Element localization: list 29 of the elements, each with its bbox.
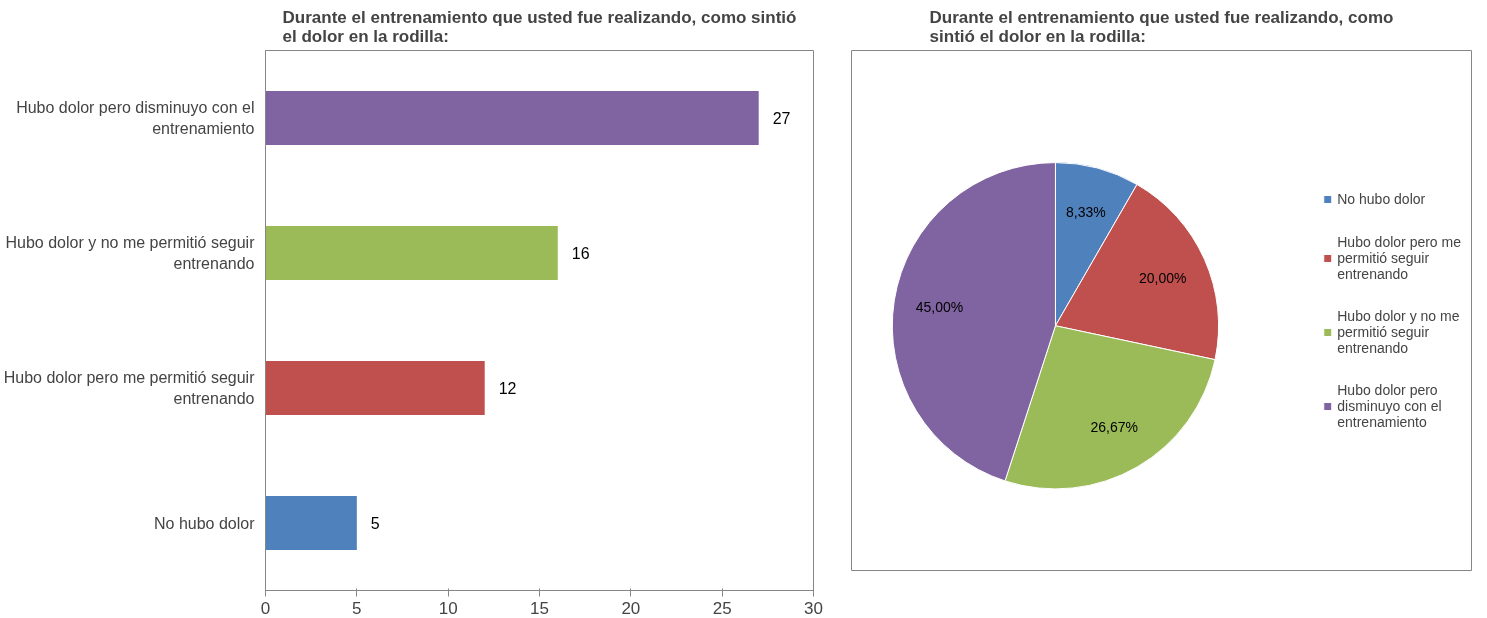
bar — [265, 226, 558, 280]
bar — [265, 496, 357, 550]
x-tick-label: 20 — [621, 598, 641, 618]
x-tick-label: 30 — [804, 598, 823, 618]
y-tick-label: Hubo dolor pero me permitió seguir entrenando — [3, 369, 256, 407]
bar — [265, 361, 485, 415]
data-label: 16 — [571, 245, 590, 262]
x-tick-label: 10 — [438, 598, 458, 618]
x-tick-label: 0 — [260, 598, 271, 618]
chart-title: Durante el entrenamiento que usted fue realizando, como sintió el dolor en la rodilla: — [282, 7, 797, 46]
legend-label: Hubo dolor pero me permitió seguir entrenando — [1337, 234, 1461, 282]
y-tick-label: No hubo dolor — [153, 514, 256, 532]
data-label: 26,67% — [1090, 419, 1138, 436]
data-label: 27 — [772, 110, 791, 127]
data-label: 5 — [370, 515, 380, 532]
data-label: 20,00% — [1139, 269, 1187, 286]
x-tick-label: 5 — [352, 598, 362, 618]
chart-title: Durante el entrenamiento que usted fue realizando, como sintió el dolor en la rodilla: — [929, 7, 1394, 46]
legend-label: Hubo dolor y no me permitió seguir entrenando — [1337, 308, 1460, 356]
legend-label: No hubo dolor — [1337, 190, 1426, 208]
data-label: 8,33% — [1065, 204, 1106, 221]
x-tick-label: 25 — [712, 598, 732, 618]
bar — [265, 91, 759, 145]
data-label: 45,00% — [915, 299, 964, 316]
y-tick-label: Hubo dolor y no me permitió seguir entrenando — [5, 234, 256, 272]
y-tick-label: Hubo dolor pero disminuyo con el entrenamiento — [16, 99, 255, 137]
x-tick-label: 15 — [530, 598, 549, 618]
legend-label: Hubo dolor pero disminuyo con el entrenamiento — [1337, 382, 1442, 430]
data-label: 12 — [498, 380, 517, 397]
